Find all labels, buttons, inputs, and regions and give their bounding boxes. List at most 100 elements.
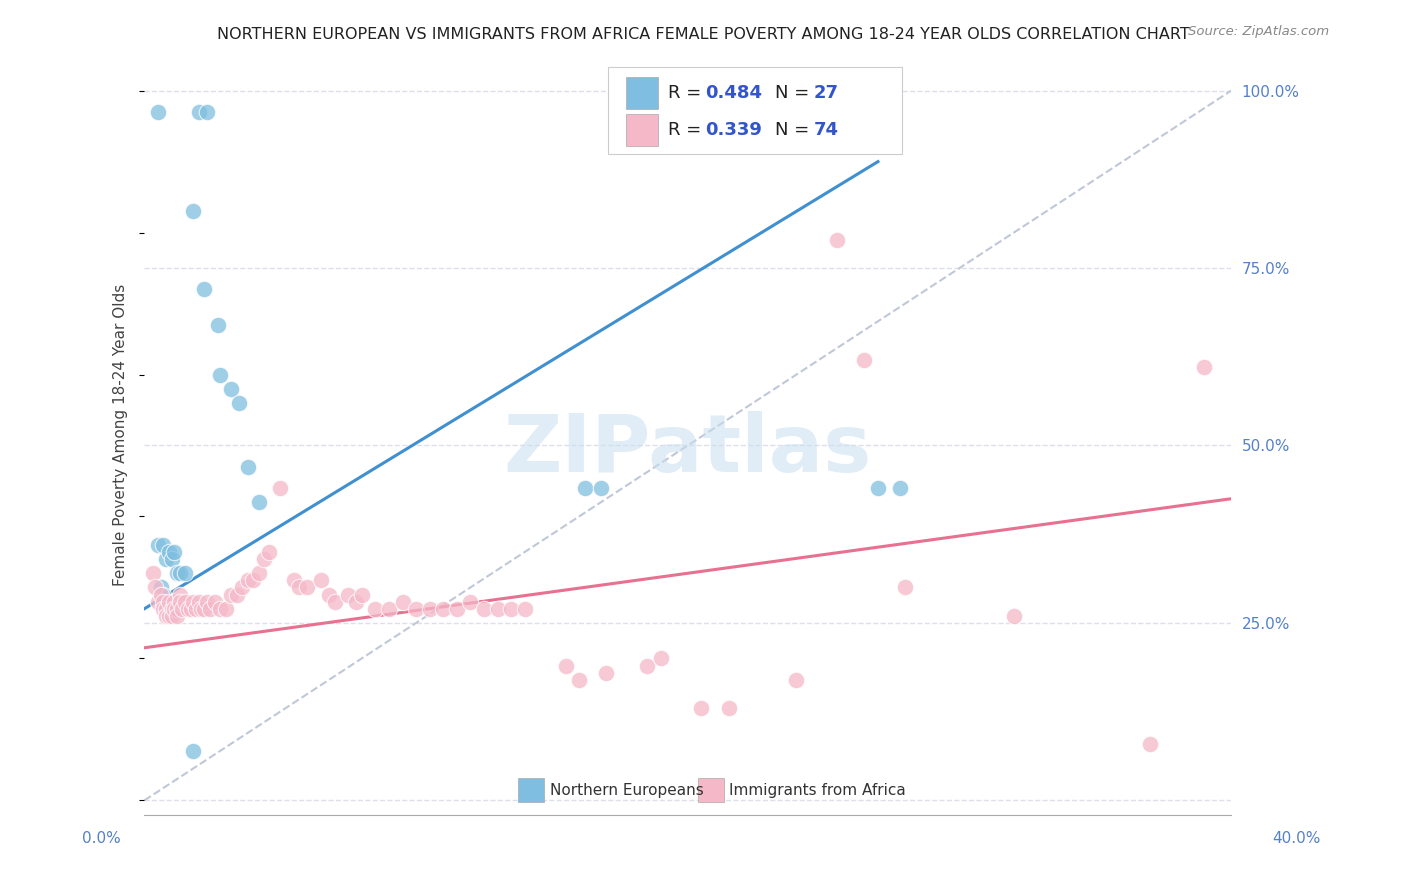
Point — [166, 608, 188, 623]
Point — [149, 588, 172, 602]
Point — [636, 658, 658, 673]
Point — [889, 481, 911, 495]
Point — [323, 594, 346, 608]
Point — [152, 588, 174, 602]
Point — [204, 594, 226, 608]
Text: 74: 74 — [814, 121, 839, 139]
Point — [297, 581, 319, 595]
Point — [155, 601, 177, 615]
Point — [236, 459, 259, 474]
Point — [169, 566, 191, 581]
Text: R =: R = — [668, 121, 707, 139]
Point — [174, 566, 197, 581]
Point — [152, 601, 174, 615]
Point — [568, 673, 591, 687]
Point — [894, 581, 917, 595]
Point — [193, 282, 215, 296]
Point — [785, 673, 807, 687]
Point — [1139, 737, 1161, 751]
Point — [364, 601, 387, 615]
Text: R =: R = — [668, 84, 707, 102]
Point — [181, 594, 204, 608]
Point — [187, 104, 209, 119]
Point — [318, 588, 340, 602]
Point — [309, 574, 332, 588]
Point — [1192, 360, 1215, 375]
Text: 0.0%: 0.0% — [82, 831, 121, 846]
Point — [221, 588, 243, 602]
Text: 0.339: 0.339 — [706, 121, 762, 139]
Point — [166, 601, 188, 615]
Point — [195, 104, 218, 119]
Point — [163, 601, 186, 615]
Point — [866, 481, 889, 495]
Point — [391, 594, 413, 608]
FancyBboxPatch shape — [609, 67, 901, 153]
Point — [181, 744, 204, 758]
Point — [225, 588, 247, 602]
Point — [1002, 608, 1025, 623]
Point — [247, 566, 270, 581]
Text: 0.484: 0.484 — [706, 84, 762, 102]
Point — [486, 601, 509, 615]
Point — [419, 601, 441, 615]
Point — [242, 574, 264, 588]
Point — [160, 552, 183, 566]
FancyBboxPatch shape — [697, 778, 724, 803]
Point — [169, 594, 191, 608]
Point — [247, 495, 270, 509]
Point — [143, 581, 166, 595]
Point — [155, 608, 177, 623]
Point — [589, 481, 612, 495]
Point — [141, 566, 163, 581]
Point — [163, 594, 186, 608]
Text: N =: N = — [775, 84, 814, 102]
Y-axis label: Female Poverty Among 18-24 Year Olds: Female Poverty Among 18-24 Year Olds — [114, 284, 128, 586]
Text: ZIPatlas: ZIPatlas — [503, 411, 872, 489]
Point — [172, 601, 194, 615]
Text: NORTHERN EUROPEAN VS IMMIGRANTS FROM AFRICA FEMALE POVERTY AMONG 18-24 YEAR OLDS: NORTHERN EUROPEAN VS IMMIGRANTS FROM AFR… — [217, 27, 1189, 42]
Point — [187, 594, 209, 608]
Point — [231, 581, 253, 595]
Point — [190, 601, 212, 615]
Point — [228, 396, 250, 410]
Point — [405, 601, 427, 615]
Point — [157, 545, 180, 559]
Point — [501, 601, 523, 615]
Point — [337, 588, 360, 602]
Point — [163, 545, 186, 559]
Point — [825, 233, 848, 247]
Point — [152, 538, 174, 552]
Point — [288, 581, 311, 595]
Point — [717, 701, 740, 715]
Point — [157, 594, 180, 608]
Point — [236, 574, 259, 588]
Point — [155, 552, 177, 566]
Point — [169, 588, 191, 602]
Text: 27: 27 — [814, 84, 839, 102]
Point — [184, 601, 207, 615]
Point — [344, 594, 367, 608]
Point — [513, 601, 536, 615]
Point — [378, 601, 401, 615]
Point — [146, 104, 169, 119]
Point — [195, 594, 218, 608]
Point — [198, 601, 221, 615]
Point — [446, 601, 468, 615]
Point — [181, 204, 204, 219]
Point — [259, 545, 281, 559]
Point — [146, 594, 169, 608]
Point — [215, 601, 238, 615]
Point — [269, 481, 291, 495]
Point — [146, 538, 169, 552]
Point — [350, 588, 373, 602]
Point — [554, 658, 576, 673]
Text: Source: ZipAtlas.com: Source: ZipAtlas.com — [1188, 25, 1329, 38]
FancyBboxPatch shape — [626, 77, 658, 109]
Point — [180, 601, 202, 615]
Point — [472, 601, 495, 615]
Point — [690, 701, 713, 715]
Text: 40.0%: 40.0% — [1272, 831, 1320, 846]
Point — [157, 608, 180, 623]
Point — [853, 353, 876, 368]
